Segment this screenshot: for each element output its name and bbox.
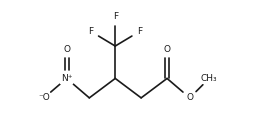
Text: O: O	[164, 45, 171, 54]
Text: CH₃: CH₃	[201, 74, 217, 83]
Text: ⁻O: ⁻O	[38, 93, 50, 102]
Text: F: F	[88, 27, 93, 36]
Text: O: O	[63, 45, 70, 54]
Text: F: F	[137, 27, 142, 36]
Text: F: F	[113, 12, 118, 21]
Text: O: O	[186, 93, 193, 102]
Text: N⁺: N⁺	[61, 74, 72, 83]
